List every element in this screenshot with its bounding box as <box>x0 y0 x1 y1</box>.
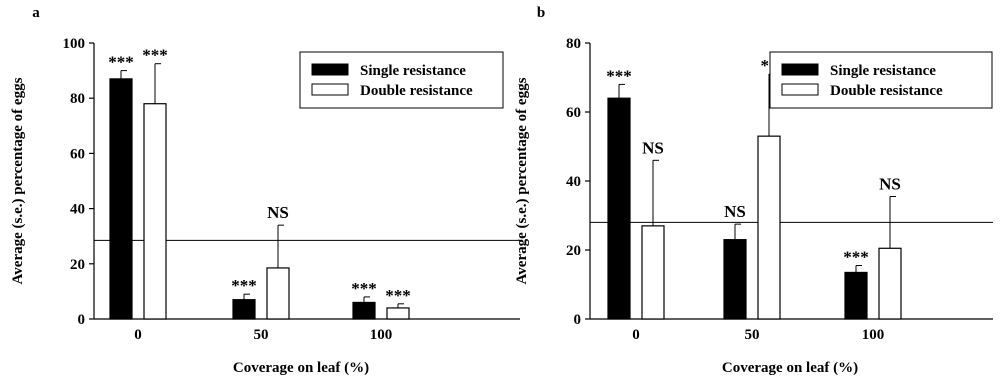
legend-swatch-single <box>781 63 819 76</box>
y-tick-label: 0 <box>78 312 86 328</box>
y-tick-label: 80 <box>70 91 85 107</box>
y-tick-label: 80 <box>566 36 581 52</box>
bar-double-50 <box>266 267 290 320</box>
bar-single-0 <box>109 78 133 320</box>
x-axis-title: Coverage on leaf (%) <box>233 360 369 376</box>
legend-label-single: Single resistance <box>830 63 936 79</box>
x-axis-title: Coverage on leaf (%) <box>722 360 858 376</box>
significance-label: NS <box>879 175 901 194</box>
x-tick-label: 0 <box>134 327 142 343</box>
bar-double-100 <box>386 307 410 320</box>
significance-label: NS <box>642 138 664 157</box>
legend-swatch-double <box>781 83 819 96</box>
significance-label: *** <box>351 279 377 298</box>
significance-label: *** <box>108 53 134 72</box>
legend-label-single: Single resistance <box>360 63 466 79</box>
x-tick-label: 50 <box>745 327 760 343</box>
legend-box <box>769 51 993 109</box>
y-tick-label: 0 <box>574 312 582 328</box>
y-axis-title: Average (s.e.) percentage of eggs <box>514 77 530 284</box>
x-tick-label: 0 <box>632 327 640 343</box>
y-tick-label: 60 <box>566 105 581 121</box>
y-axis-title: Average (s.e.) percentage of eggs <box>10 77 26 284</box>
bar-single-100 <box>352 301 376 320</box>
x-tick-label: 100 <box>370 327 393 343</box>
significance-label: NS <box>724 202 746 221</box>
y-tick-label: 100 <box>63 36 86 52</box>
x-tick-label: 100 <box>862 327 885 343</box>
y-tick-label: 40 <box>566 174 581 190</box>
y-tick-label: 20 <box>566 243 581 259</box>
significance-label: NS <box>267 203 289 222</box>
bar-single-0 <box>607 97 631 320</box>
y-tick-label: 40 <box>70 202 85 218</box>
significance-label: *** <box>142 46 168 65</box>
bar-double-0 <box>641 225 665 320</box>
y-tick-label: 60 <box>70 146 85 162</box>
panel-letter: b <box>537 5 545 21</box>
significance-label: *** <box>606 66 632 85</box>
bar-double-100 <box>878 247 902 320</box>
bar-single-50 <box>723 239 747 320</box>
bar-single-100 <box>844 271 868 320</box>
bar-double-50 <box>757 135 781 320</box>
legend-label-double: Double resistance <box>360 83 473 99</box>
x-tick-label: 50 <box>254 327 269 343</box>
panel-letter: a <box>32 5 40 21</box>
significance-label: *** <box>385 286 411 305</box>
bar-single-50 <box>232 299 256 320</box>
y-tick-label: 20 <box>70 257 85 273</box>
significance-label: *** <box>231 276 257 295</box>
significance-label: *** <box>843 248 869 267</box>
legend-label-double: Double resistance <box>830 83 943 99</box>
bar-double-0 <box>143 103 167 320</box>
chart-panel-a: a 0 20 40 60 80 100 0 50 100 *** *** *** *** NS *** Aver… <box>10 5 520 376</box>
legend-swatch-double <box>311 83 349 96</box>
legend-box <box>299 51 504 109</box>
legend-swatch-single <box>311 63 349 76</box>
